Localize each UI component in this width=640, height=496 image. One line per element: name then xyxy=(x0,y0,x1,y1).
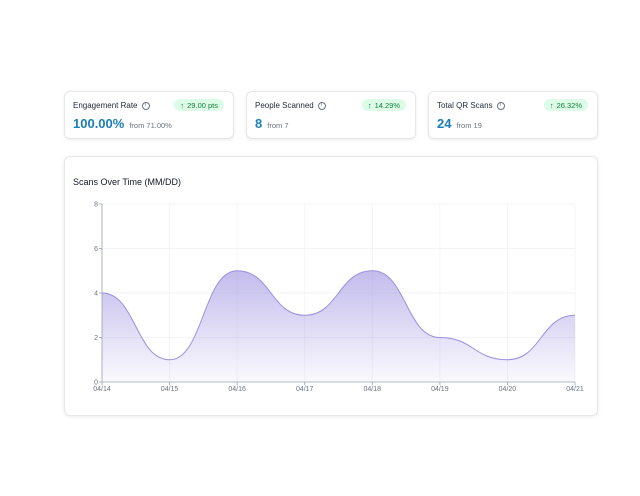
stat-value: 100.00% from 71.00% xyxy=(73,116,172,131)
info-icon[interactable]: i xyxy=(496,101,505,110)
x-tick-label: 04/14 xyxy=(93,386,111,393)
change-badge-text: 14.29% xyxy=(374,100,400,110)
change-badge: ↑ 14.29% xyxy=(361,99,406,111)
change-badge: ↑ 29.00 pts xyxy=(174,99,224,111)
stat-previous-value: from 19 xyxy=(456,121,482,130)
x-tick-label: 04/20 xyxy=(499,386,517,393)
stat-label-text: Engagement Rate xyxy=(73,101,138,110)
x-tick-label: 04/21 xyxy=(566,386,584,393)
stat-value: 24 from 19 xyxy=(437,116,482,131)
stat-value-number: 100.00% xyxy=(73,116,125,131)
chart-title: Scans Over Time (MM/DD) xyxy=(73,177,182,187)
stat-label: Total QR Scans i xyxy=(437,101,505,110)
stat-label: People Scanned i xyxy=(255,101,326,110)
y-tick-label: 0 xyxy=(94,380,98,387)
y-tick-label: 6 xyxy=(94,246,98,253)
stat-card-engagement-rate: Engagement Rate i ↑ 29.00 pts 100.00% fr… xyxy=(64,91,234,139)
stat-label: Engagement Rate i xyxy=(73,101,150,110)
stat-value: 8 from 7 xyxy=(255,116,289,131)
y-tick-label: 8 xyxy=(94,202,98,209)
arrow-up-icon: ↑ xyxy=(367,100,372,110)
arrow-up-icon: ↑ xyxy=(549,100,554,110)
x-tick-label: 04/18 xyxy=(364,386,382,393)
x-tick-label: 04/19 xyxy=(431,386,449,393)
change-badge-text: 26.32% xyxy=(556,100,582,110)
scans-chart-card: Scans Over Time (MM/DD) 0 2 4 6 8 04/14 04/15 0… xyxy=(64,156,598,416)
y-tick-label: 4 xyxy=(94,291,98,298)
stat-previous-value: from 7 xyxy=(267,121,289,130)
series-line xyxy=(101,270,576,361)
stat-card-people-scanned: People Scanned i ↑ 14.29% 8 from 7 xyxy=(246,91,416,139)
stat-label-text: Total QR Scans xyxy=(437,101,493,110)
y-tick-label: 2 xyxy=(94,335,98,342)
x-tick-label: 04/15 xyxy=(161,386,179,393)
stat-value-number: 24 xyxy=(437,116,452,131)
stat-value-number: 8 xyxy=(255,116,263,131)
x-tick-label: 04/17 xyxy=(296,386,314,393)
stat-previous-value: from 71.00% xyxy=(129,121,172,130)
scans-area-chart: 0 2 4 6 8 04/14 04/15 04/16 04/17 04/18 04/19 04/20… xyxy=(93,202,584,394)
arrow-up-icon: ↑ xyxy=(180,100,185,110)
stat-label-text: People Scanned xyxy=(255,101,314,110)
info-icon[interactable]: i xyxy=(317,101,326,110)
series-area xyxy=(102,270,575,382)
change-badge-text: 29.00 pts xyxy=(187,100,218,110)
change-badge: ↑ 26.32% xyxy=(543,99,588,111)
info-icon[interactable]: i xyxy=(141,101,150,110)
x-tick-label: 04/16 xyxy=(228,386,246,393)
stat-card-total-qr-scans: Total QR Scans i ↑ 26.32% 24 from 19 xyxy=(428,91,598,139)
